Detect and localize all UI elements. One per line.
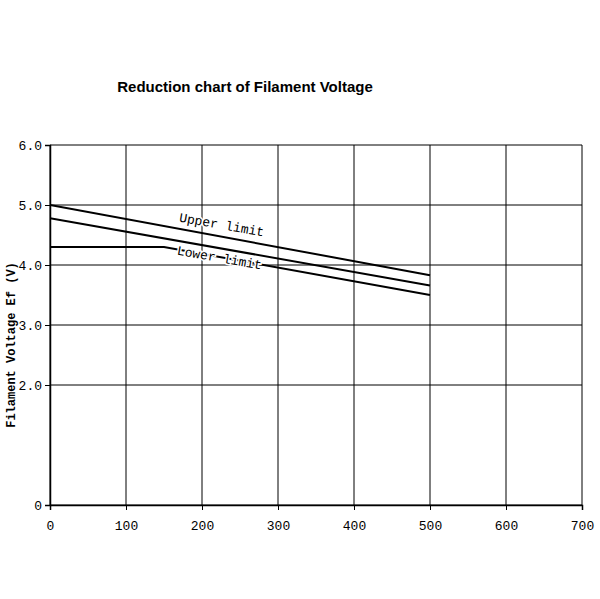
y-axis: 0 2.0 3.0 4.0 5.0 6.0 xyxy=(19,139,51,514)
y-tick-mark xyxy=(45,505,50,506)
x-tick-label: 500 xyxy=(419,519,442,534)
y-tick-label: 0 xyxy=(34,499,42,514)
x-tick-label: 700 xyxy=(571,519,594,534)
y-axis-line xyxy=(45,146,51,506)
x-tick: 500 xyxy=(419,505,442,534)
x-tick: 700 xyxy=(571,505,594,534)
x-tick-label: 200 xyxy=(191,519,214,534)
y-tick: 5.0 xyxy=(19,199,50,214)
y-tick-label: 3.0 xyxy=(19,319,42,334)
x-tick-label: 300 xyxy=(267,519,290,534)
chart-title: Reduction chart of Filament Voltage xyxy=(117,78,373,95)
y-grid-line xyxy=(50,325,582,326)
y-tick-mark xyxy=(45,265,50,266)
x-tick-mark xyxy=(430,505,431,510)
y-tick-mark xyxy=(45,385,50,386)
x-tick-label: 100 xyxy=(115,519,138,534)
x-axis-line xyxy=(51,506,583,511)
x-tick-mark xyxy=(506,505,507,510)
x-tick-label: 600 xyxy=(495,519,518,534)
y-tick-label: 2.0 xyxy=(19,379,42,394)
y-tick: 3.0 xyxy=(19,319,50,334)
y-tick: 0 xyxy=(34,499,50,514)
series-line xyxy=(50,205,430,275)
x-tick-mark xyxy=(126,505,127,510)
x-tick: 300 xyxy=(267,505,290,534)
x-tick: 200 xyxy=(191,505,214,534)
annotation: Upper limit xyxy=(178,211,265,241)
plot-area xyxy=(50,205,430,295)
x-tick: 600 xyxy=(495,505,518,534)
y-tick-label: 5.0 xyxy=(19,199,42,214)
y-axis-title: Filament Voltage Ef (V) xyxy=(5,262,19,428)
y-tick-mark xyxy=(45,325,50,326)
y-tick-mark xyxy=(45,205,50,206)
x-tick: 400 xyxy=(343,505,366,534)
y-tick-label: 6.0 xyxy=(19,139,42,154)
x-axis: 0 100 200 300 400 500 600 700 xyxy=(47,505,595,534)
y-grid-line xyxy=(50,145,582,146)
y-tick-mark xyxy=(45,145,50,146)
x-tick-mark xyxy=(354,505,355,510)
y-grid-line xyxy=(50,205,582,206)
y-tick: 6.0 xyxy=(19,139,50,154)
y-tick-label: 4.0 xyxy=(19,259,42,274)
annotation: Lower limit xyxy=(176,244,263,274)
y-tick: 2.0 xyxy=(19,379,50,394)
grid xyxy=(50,145,582,505)
x-tick-label: 0 xyxy=(47,519,55,534)
y-grid-line xyxy=(50,385,582,386)
x-tick-mark xyxy=(202,505,203,510)
x-tick: 0 xyxy=(47,505,55,534)
x-tick-mark xyxy=(278,505,279,510)
y-tick: 4.0 xyxy=(19,259,50,274)
x-tick: 100 xyxy=(115,505,138,534)
x-tick-label: 400 xyxy=(343,519,366,534)
x-tick-mark xyxy=(582,505,583,510)
